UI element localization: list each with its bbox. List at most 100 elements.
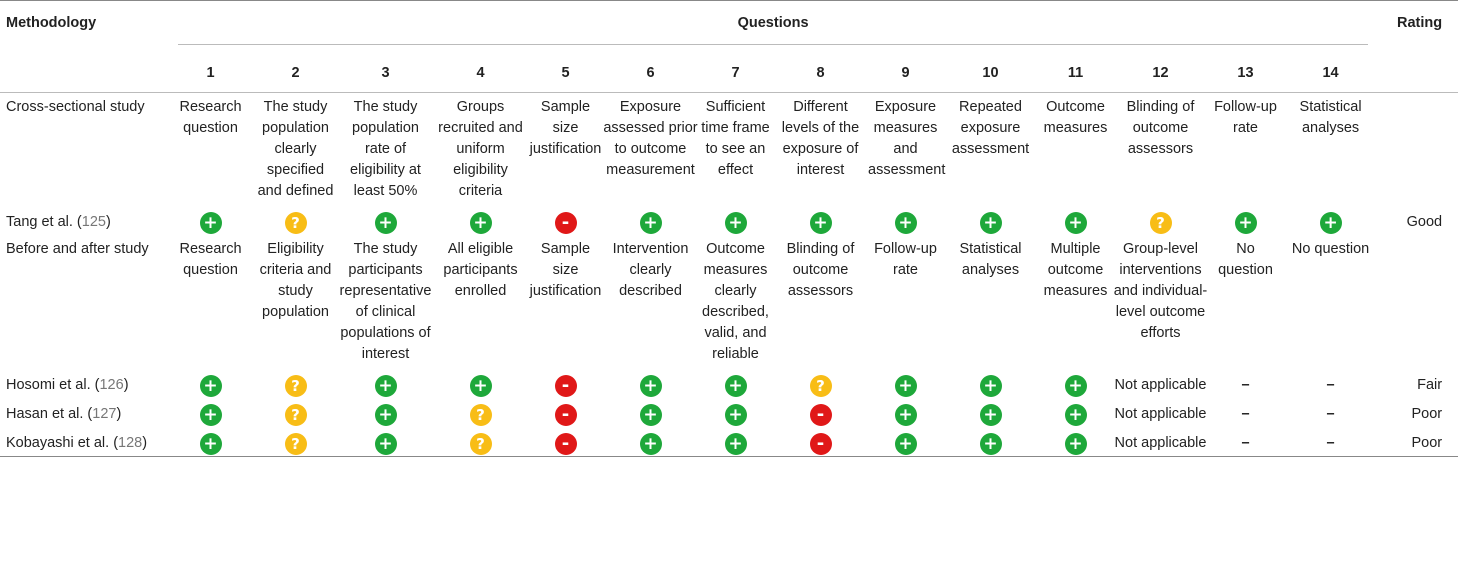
rating-cell: + bbox=[698, 369, 773, 398]
dash-cell: – bbox=[1326, 406, 1335, 422]
rating-cell: ? bbox=[253, 369, 338, 398]
rating-cell: + bbox=[1038, 206, 1113, 235]
study-name: Hosomi et al. (126) bbox=[0, 369, 168, 398]
study-name: Hasan et al. (127) bbox=[0, 398, 168, 427]
question-number: 5 bbox=[561, 65, 570, 81]
rating-cell: - bbox=[528, 206, 603, 235]
plus-icon: + bbox=[374, 212, 397, 234]
question-description: Statistical analyses bbox=[959, 241, 1022, 278]
rating-cell: - bbox=[528, 398, 603, 427]
study-author-close: ) bbox=[105, 214, 111, 230]
overall-rating: Fair bbox=[1417, 377, 1443, 393]
rating-cell: + bbox=[168, 369, 253, 398]
question-description: Groups recruited and uniform eligibility… bbox=[433, 92, 528, 206]
question-description: Follow-up rate bbox=[1208, 92, 1283, 206]
plus-icon: + bbox=[199, 375, 222, 397]
question-description: Eligibility criteria and study populatio… bbox=[259, 241, 332, 320]
reference-link[interactable]: 128 bbox=[118, 435, 143, 451]
plus-icon: + bbox=[374, 404, 397, 426]
question-description: Repeated exposure assessment bbox=[943, 92, 1038, 206]
study-author: Hosomi et al. ( bbox=[6, 377, 100, 393]
study-row: Hasan et al. (127) +? +? - + + - + + + Not applica… bbox=[0, 398, 1458, 427]
minus-icon: - bbox=[554, 404, 577, 426]
plus-icon: + bbox=[894, 212, 917, 234]
rating-cell: + bbox=[868, 206, 943, 235]
question-description-row: Before and after study Research question E… bbox=[0, 235, 1458, 369]
question-number: 11 bbox=[1067, 65, 1084, 81]
study-author-close: ) bbox=[123, 377, 129, 393]
plus-icon: + bbox=[199, 404, 222, 426]
plus-icon: + bbox=[469, 212, 492, 234]
minus-icon: - bbox=[554, 433, 577, 455]
table-body: Cross-sectional study Research question Th… bbox=[0, 92, 1458, 457]
plus-icon: + bbox=[1064, 375, 1087, 397]
not-applicable-cell: Not applicable bbox=[1114, 406, 1207, 422]
question-description: Research question bbox=[179, 241, 242, 278]
study-row: Tang et al. (125) +? + + - + + + + + +? + + Good bbox=[0, 206, 1458, 235]
methodology-label: Cross-sectional study bbox=[0, 92, 168, 206]
rating-cell: ? bbox=[253, 398, 338, 427]
rating-cell: + bbox=[773, 206, 868, 235]
questions-header-label: Questions bbox=[178, 13, 1369, 45]
empty-cell bbox=[1378, 235, 1458, 369]
question-description: The study population clearly specified a… bbox=[253, 92, 338, 206]
overall-rating: Poor bbox=[1411, 406, 1443, 422]
rating-cell: + bbox=[943, 369, 1038, 398]
plus-icon: + bbox=[199, 212, 222, 234]
reference-link[interactable]: 125 bbox=[81, 214, 106, 230]
rating-cell: + bbox=[603, 398, 698, 427]
rating-cell: + bbox=[698, 206, 773, 235]
question-icon: ? bbox=[284, 404, 307, 426]
study-row: Hosomi et al. (126) +? + + - + +? + + + Not applic… bbox=[0, 369, 1458, 398]
reference-link[interactable]: 126 bbox=[99, 377, 124, 393]
question-number: 3 bbox=[381, 65, 390, 81]
dash-cell: – bbox=[1283, 427, 1379, 457]
plus-icon: + bbox=[724, 404, 747, 426]
rating-cell: ? bbox=[253, 427, 338, 457]
rating-cell: + bbox=[433, 369, 528, 398]
dash-cell: – bbox=[1241, 377, 1250, 393]
not-applicable-cell: Not applicable bbox=[1113, 427, 1208, 457]
rating-cell: + bbox=[943, 427, 1038, 457]
question-number: 2 bbox=[291, 65, 300, 81]
question-description: Exposure assessed prior to outcome measu… bbox=[603, 92, 698, 206]
reference-link[interactable]: 127 bbox=[92, 406, 117, 422]
plus-icon: + bbox=[979, 375, 1002, 397]
question-number: 13 bbox=[1237, 65, 1254, 81]
question-description: Blinding of outcome assessors bbox=[786, 241, 855, 299]
plus-icon: + bbox=[809, 212, 832, 234]
rating-cell: ? bbox=[1113, 206, 1208, 235]
dash-cell: – bbox=[1326, 377, 1335, 393]
question-description: Different levels of the exposure of inte… bbox=[773, 92, 868, 206]
methodology-header: Methodology bbox=[0, 0, 168, 55]
rating-cell: - bbox=[773, 398, 868, 427]
question-number: 9 bbox=[901, 65, 910, 81]
rating-cell: + bbox=[1283, 206, 1378, 235]
plus-icon: + bbox=[894, 375, 917, 397]
question-number: 6 bbox=[646, 65, 655, 81]
question-number: 12 bbox=[1152, 65, 1169, 81]
rating-cell: + bbox=[1208, 206, 1283, 235]
rating-cell: + bbox=[168, 206, 253, 235]
question-description-row: Cross-sectional study Research question Th… bbox=[0, 92, 1458, 206]
minus-icon: - bbox=[554, 212, 577, 234]
minus-icon: - bbox=[809, 433, 832, 455]
study-author: Tang et al. ( bbox=[6, 214, 82, 230]
question-number: 4 bbox=[476, 65, 485, 81]
quality-assessment-table: Methodology Questions Rating 1 2 3 4 5 6… bbox=[0, 0, 1458, 457]
rating-cell: - bbox=[528, 369, 603, 398]
overall-rating: Poor bbox=[1378, 427, 1458, 457]
question-icon: ? bbox=[284, 433, 307, 455]
study-author-close: ) bbox=[142, 435, 148, 451]
empty-cell bbox=[1378, 92, 1458, 206]
rating-cell: - bbox=[528, 427, 603, 457]
rating-cell: + bbox=[433, 206, 528, 235]
rating-cell: ? bbox=[773, 369, 868, 398]
rating-cell: + bbox=[1038, 369, 1113, 398]
rating-cell: ? bbox=[433, 427, 528, 457]
rating-cell: + bbox=[338, 369, 433, 398]
question-description: No question bbox=[1291, 241, 1370, 257]
question-icon: ? bbox=[469, 404, 492, 426]
not-applicable-cell: Not applicable bbox=[1114, 377, 1207, 393]
question-description: Sample size justification bbox=[528, 92, 603, 206]
